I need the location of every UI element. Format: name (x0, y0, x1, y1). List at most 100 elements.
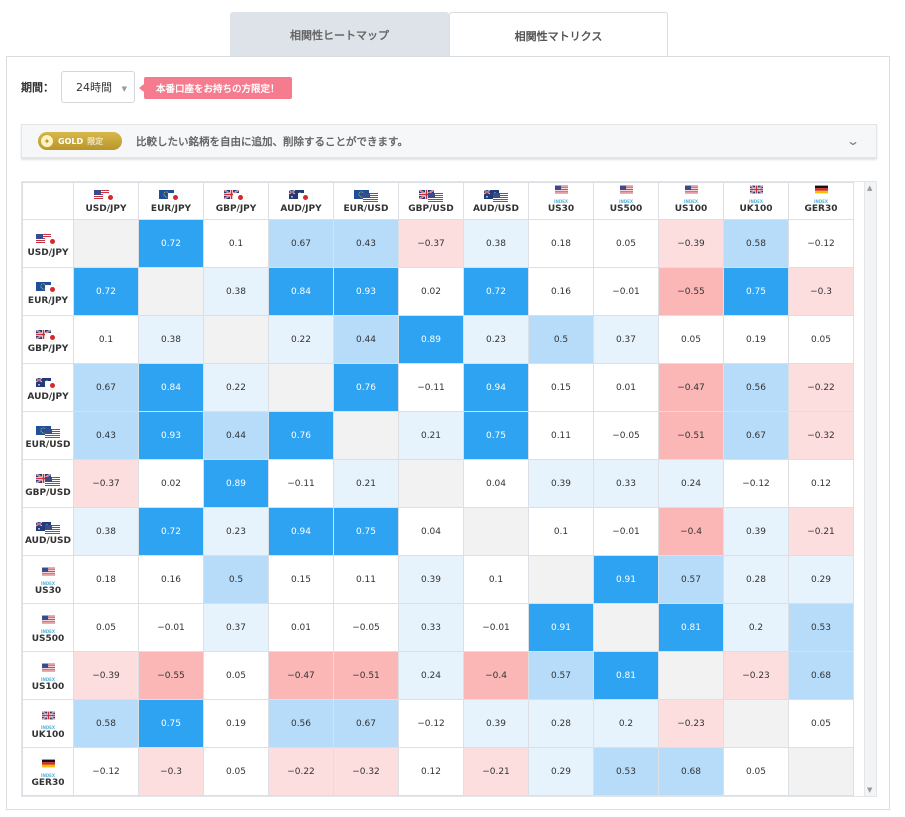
gold-badge-label: GOLD (58, 136, 84, 146)
matrix-row: GBP/USD −0.37 0.02 0.89 −0.11 0.21 0.04 0.39 0.3… (22, 459, 854, 508)
correlation-cell: 0.02 (398, 267, 464, 316)
correlation-cell: 0.76 (268, 411, 334, 460)
correlation-cell: 0.05 (788, 699, 854, 748)
flag-gb-icon (749, 185, 763, 194)
vertical-scrollbar[interactable]: ▲ ▼ (864, 182, 876, 796)
correlation-cell: −0.01 (463, 603, 529, 652)
scroll-down-icon[interactable]: ▼ (867, 786, 873, 794)
correlation-cell: 0.91 (593, 555, 659, 604)
row-header-us30: INDEX US30 (22, 555, 74, 604)
diagonal-cell (463, 507, 529, 556)
correlation-cell: −0.55 (138, 651, 204, 700)
flag-jp-icon (45, 284, 60, 294)
symbol-label: GBP/JPY (27, 343, 69, 354)
correlation-cell: 0.29 (528, 747, 594, 796)
correlation-cell: −0.4 (658, 507, 724, 556)
symbol-label: EUR/USD (25, 439, 71, 450)
correlation-cell: 0.5 (528, 315, 594, 364)
chevron-down-icon[interactable]: ⌄ (845, 134, 861, 148)
row-header-gbp-usd: GBP/USD (22, 459, 74, 508)
symbol-flag (724, 185, 788, 199)
flag-pair (224, 190, 248, 202)
correlation-cell: 0.38 (463, 219, 529, 268)
flag-jp-icon (45, 332, 60, 342)
symbol-flag (23, 233, 73, 248)
symbol-flag (464, 190, 528, 204)
symbol-label: GBP/JPY (215, 204, 257, 214)
correlation-cell: −0.05 (333, 603, 399, 652)
symbol-label: USD/JPY (85, 204, 127, 214)
correlation-cell: 0.19 (723, 315, 789, 364)
row-header-us500: INDEX US500 (22, 603, 74, 652)
correlation-cell: 0.18 (528, 219, 594, 268)
symbol-flag (23, 521, 73, 536)
correlation-cell: 0.81 (658, 603, 724, 652)
correlation-cell: 0.01 (593, 363, 659, 412)
correlation-cell: 0.93 (138, 411, 204, 460)
correlation-cell: 0.53 (593, 747, 659, 796)
row-header-eur-usd: EUR/USD (22, 411, 74, 460)
column-header-aud-jpy: AUD/JPY (268, 182, 334, 220)
correlation-cell: 0.58 (73, 699, 139, 748)
correlation-cell: 0.2 (723, 603, 789, 652)
correlation-cell: 0.75 (723, 267, 789, 316)
flag-pair (36, 473, 60, 486)
index-sublabel: INDEX (554, 199, 568, 204)
flag-de-icon (41, 759, 55, 768)
scroll-up-icon[interactable]: ▲ (867, 184, 873, 192)
flag-us-icon (41, 567, 55, 576)
correlation-cell: 0.93 (333, 267, 399, 316)
correlation-cell: 0.84 (138, 363, 204, 412)
correlation-cell: −0.21 (463, 747, 529, 796)
correlation-cell: 0.23 (463, 315, 529, 364)
matrix-row: INDEX GER30 −0.12 −0.3 0.05 −0.22 −0.32 0.12 −0.… (22, 747, 854, 796)
correlation-cell: 0.24 (658, 459, 724, 508)
flag-us-icon (45, 476, 60, 486)
symbol-label: AUD/JPY (280, 204, 322, 214)
index-sublabel: INDEX (41, 581, 55, 586)
symbol-flag (23, 759, 73, 773)
symbol-label: GBP/USD (25, 487, 71, 498)
correlation-cell: 0.39 (463, 699, 529, 748)
correlation-cell: 0.67 (333, 699, 399, 748)
row-header-uk100: INDEX UK100 (22, 699, 74, 748)
gold-badge-sublabel: 限定 (87, 136, 104, 146)
symbol-flag (269, 190, 333, 204)
symbol-flag (23, 473, 73, 488)
flag-jp-icon (168, 193, 183, 202)
matrix-row: AUD/USD 0.38 0.72 0.23 0.94 0.75 0.04 0.1 −0.01−… (22, 507, 854, 556)
correlation-cell: 0.21 (398, 411, 464, 460)
correlation-cell: 0.75 (463, 411, 529, 460)
correlation-cell: −0.11 (398, 363, 464, 412)
symbol-label: GER30 (804, 204, 838, 214)
symbol-label: EUR/USD (343, 204, 389, 214)
row-header-usd-jpy: USD/JPY (22, 219, 74, 268)
correlation-cell: 0.28 (528, 699, 594, 748)
flag-gb-icon (419, 190, 434, 199)
gold-feature-bar[interactable]: ✦ GOLD 限定 比較したい銘柄を自由に追加、削除することができます。 ⌄ (21, 124, 877, 158)
matrix-row: INDEX US100 −0.39 −0.55 0.05 −0.47 −0.51 0.24 −0… (22, 651, 854, 700)
symbol-flag (23, 281, 73, 296)
index-sublabel: INDEX (749, 199, 763, 204)
tab-matrix[interactable]: 相関性マトリクス (449, 12, 668, 58)
flag-jp-icon (103, 193, 118, 202)
index-sublabel: INDEX (814, 199, 828, 204)
correlation-cell: 0.76 (333, 363, 399, 412)
symbol-label: AUD/JPY (27, 391, 69, 402)
correlation-cell: −0.39 (658, 219, 724, 268)
correlation-cell: 0.1 (463, 555, 529, 604)
correlation-cell: 0.05 (788, 315, 854, 364)
tab-heatmap[interactable]: 相関性ヒートマップ (230, 12, 449, 57)
flag-pair (36, 233, 60, 246)
correlation-cell: −0.23 (723, 651, 789, 700)
correlation-cell: −0.4 (463, 651, 529, 700)
row-header-eur-jpy: EUR/JPY (22, 267, 74, 316)
correlation-cell: 0.94 (463, 363, 529, 412)
index-sublabel: INDEX (41, 773, 55, 778)
correlation-cell: 0.57 (658, 555, 724, 604)
index-sublabel: INDEX (619, 199, 633, 204)
correlation-cell: 0.68 (788, 651, 854, 700)
period-select[interactable]: 24時間 ▼ (61, 71, 135, 103)
symbol-flag (789, 185, 853, 199)
correlation-cell: 0.37 (203, 603, 269, 652)
